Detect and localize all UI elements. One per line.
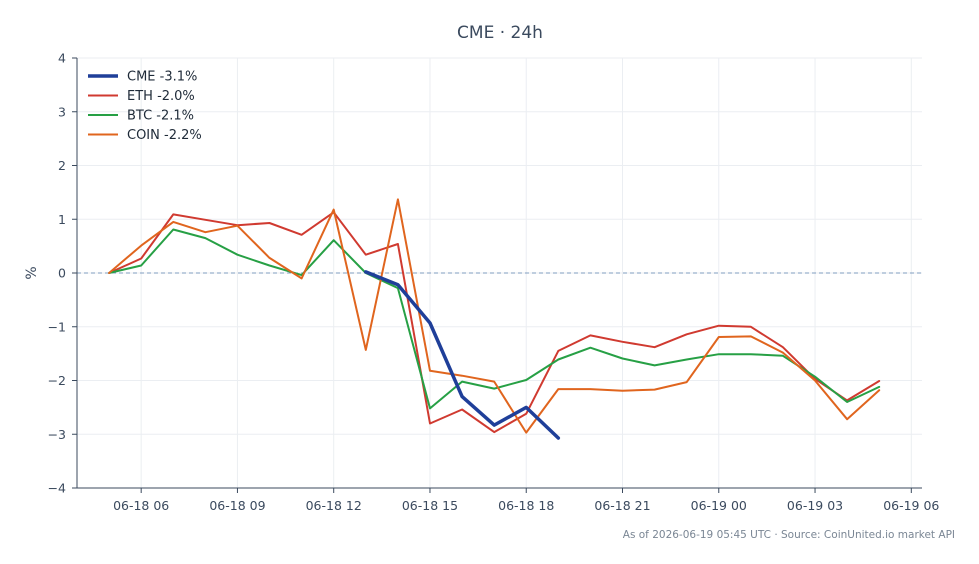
y-tick-label: −2: [48, 373, 66, 388]
y-tick-label: −1: [48, 319, 66, 334]
x-tick-label: 06-19 00: [691, 498, 747, 513]
y-axis-label: %: [24, 266, 40, 279]
source-footer: As of 2026-06-19 05:45 UTC · Source: Coi…: [623, 529, 955, 541]
legend: CME -3.1% ETH -2.0% BTC -2.1% COIN -2.2%: [88, 70, 202, 143]
chart-title: CME · 24h: [457, 23, 543, 43]
legend-label: COIN -2.2%: [127, 128, 202, 143]
x-tick-label: 06-18 12: [306, 498, 362, 513]
legend-label: CME -3.1%: [127, 70, 197, 85]
x-tick-label: 06-19 03: [787, 498, 843, 513]
y-tick-label: 2: [58, 158, 66, 173]
x-tick-label: 06-18 09: [209, 498, 265, 513]
x-tick-label: 06-18 21: [594, 498, 650, 513]
x-tick-label: 06-18 15: [402, 498, 458, 513]
x-tick-label: 06-19 06: [883, 498, 939, 513]
y-ticks: −4 −3 −2 −1 0 1 2 3 4: [48, 51, 77, 496]
series-line-btc: [108, 228, 881, 410]
y-tick-label: −4: [48, 481, 66, 496]
legend-label: ETH -2.0%: [127, 89, 195, 104]
x-tick-label: 06-18 18: [498, 498, 554, 513]
series-line-eth: [108, 211, 881, 434]
y-tick-label: 3: [58, 104, 66, 119]
y-tick-label: −3: [48, 427, 66, 442]
series-layer: [108, 198, 881, 440]
series-line-cme: [364, 270, 561, 440]
legend-label: BTC -2.1%: [127, 109, 194, 124]
y-tick-label: 1: [58, 212, 66, 227]
series-line-coin: [108, 198, 881, 434]
y-tick-label: 0: [58, 266, 66, 281]
y-tick-label: 4: [58, 51, 66, 66]
x-ticks: 06-18 06 06-18 09 06-18 12 06-18 15 06-18 18…: [113, 488, 939, 513]
x-tick-label: 06-18 06: [113, 498, 169, 513]
